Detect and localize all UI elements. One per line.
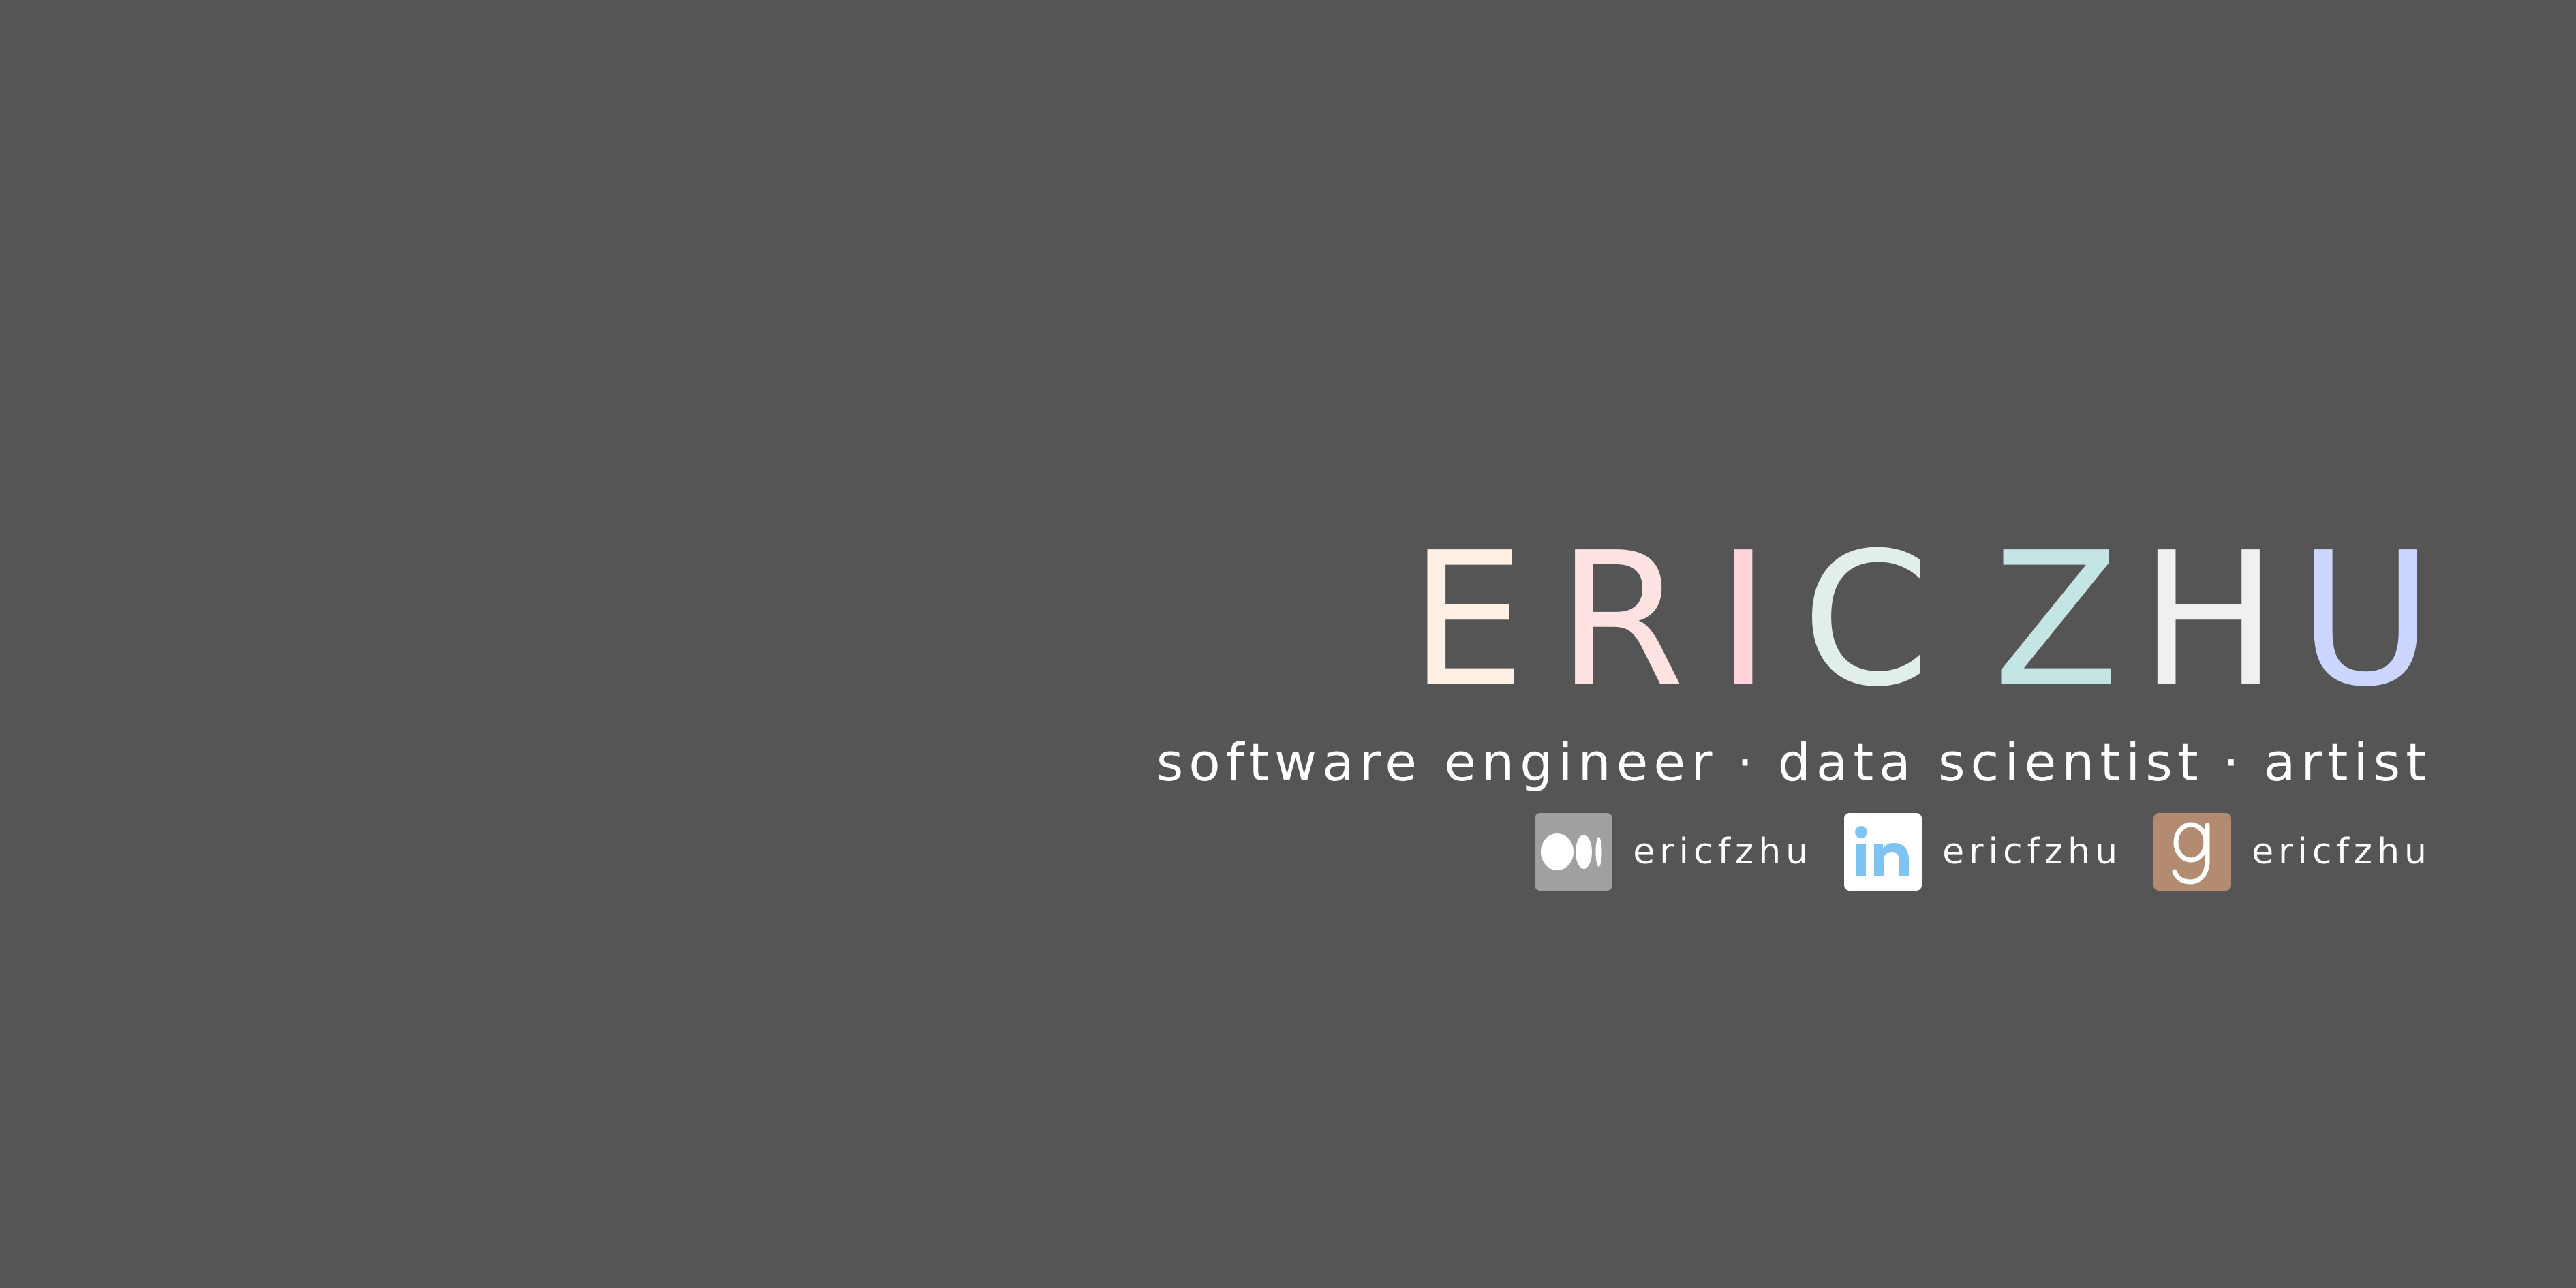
social-link-goodreads[interactable]: ericfzhu: [2153, 813, 2432, 891]
name-last-word: Z H U: [1993, 528, 2433, 712]
linkedin-icon[interactable]: [1844, 813, 1922, 891]
name-letter-i: I: [1716, 512, 1770, 727]
medium-icon[interactable]: [1535, 813, 1613, 891]
goodreads-icon[interactable]: [2153, 813, 2232, 891]
name-letter-h: H: [2139, 512, 2278, 727]
tagline-role-artist: artist: [2263, 731, 2432, 793]
name-letter-e: E: [1409, 512, 1526, 727]
name-heading: E R I C Z H U: [1409, 528, 2433, 712]
social-handle-linkedin[interactable]: ericfzhu: [1942, 831, 2123, 872]
name-first-word: E R I C: [1409, 528, 1930, 712]
social-link-linkedin[interactable]: ericfzhu: [1844, 813, 2122, 891]
name-letter-c: C: [1801, 512, 1931, 727]
tagline-role-data-scientist: data scientist: [1777, 731, 2204, 793]
social-handle-medium[interactable]: ericfzhu: [1633, 831, 1813, 872]
tagline-separator: ·: [2222, 731, 2245, 793]
social-links: ericfzhu ericfzhu ericfzhu: [1535, 812, 2432, 891]
name-letter-z: Z: [1993, 512, 2119, 727]
name-letter-u: U: [2298, 512, 2433, 727]
social-handle-goodreads[interactable]: ericfzhu: [2252, 831, 2432, 872]
tagline-role-software-engineer: software engineer: [1156, 731, 1718, 793]
name-letter-r: R: [1557, 512, 1685, 727]
tagline-separator: ·: [1736, 731, 1759, 793]
tagline: software engineer · data scientist · art…: [1156, 728, 2432, 796]
social-link-medium[interactable]: ericfzhu: [1535, 813, 1813, 891]
